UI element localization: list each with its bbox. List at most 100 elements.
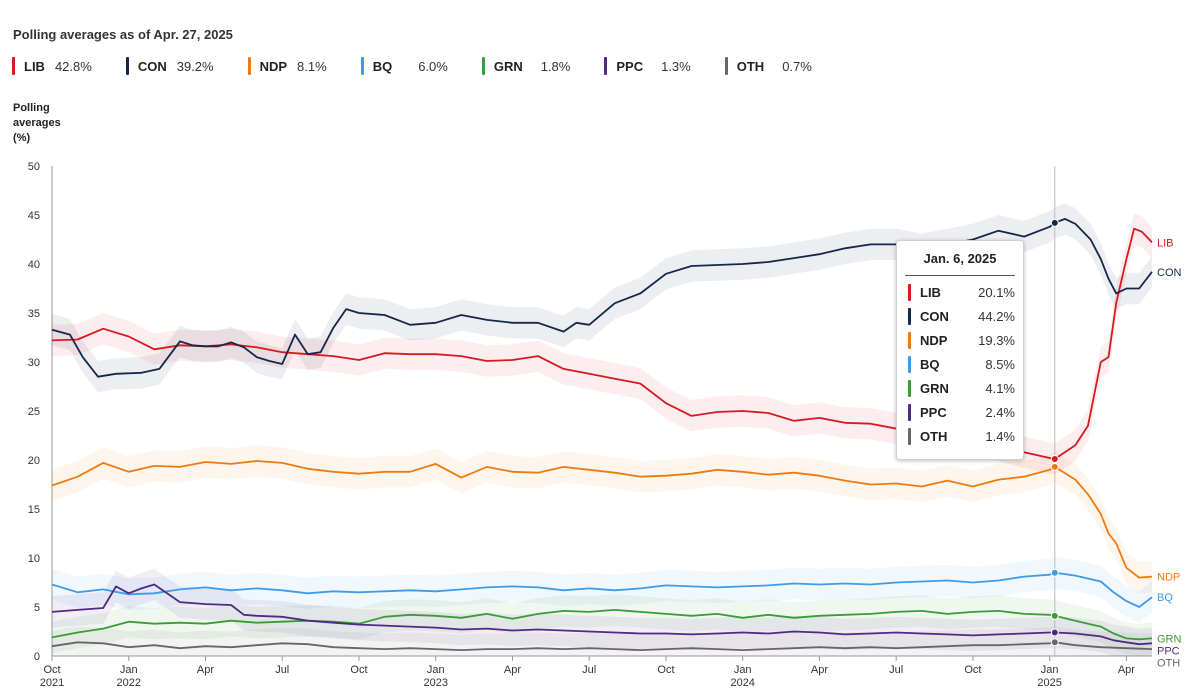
tooltip-row: NDP 19.3% <box>897 328 1023 352</box>
tooltip-row: BQ 8.5% <box>897 352 1023 376</box>
y-tick: 0 <box>34 651 40 663</box>
y-tick-label: 10 <box>28 553 40 565</box>
hover-point-con <box>1050 218 1059 227</box>
tooltip-party: LIB <box>920 284 941 300</box>
tooltip-swatch <box>908 331 911 349</box>
band-ppc <box>52 568 1152 656</box>
y-tick-label: 45 <box>28 210 40 222</box>
end-label-con: CON <box>1157 267 1182 279</box>
x-tick-label: Jul <box>889 664 903 676</box>
legend-item-grn[interactable]: GRN 1.8% <box>481 57 570 75</box>
series-line-oth <box>51 641 1153 651</box>
x-tick-label: Oct <box>964 664 981 676</box>
tooltip-swatch <box>908 427 911 445</box>
band-ndp <box>52 445 1152 594</box>
hover-point-ppc <box>1050 628 1059 637</box>
legend-label: GRN <box>493 58 523 74</box>
tooltip-swatch <box>908 379 911 397</box>
legend-item-ppc[interactable]: PPC 1.3% <box>604 57 691 75</box>
y-tick: 20 <box>28 455 40 467</box>
y-tick-label: 25 <box>28 406 40 418</box>
band-grn <box>52 594 1152 655</box>
hover-point-lib <box>1050 455 1059 464</box>
x-tick-label: Jan <box>1041 664 1059 676</box>
x-tick: Jul <box>582 664 596 676</box>
tooltip-value: 20.1% <box>978 284 1015 300</box>
legend-item-con[interactable]: CON 39.2% <box>125 57 214 75</box>
y-tick-label: 5 <box>34 602 40 614</box>
y-tick: 45 <box>28 210 40 222</box>
tooltip-swatch <box>908 307 911 325</box>
y-tick-label: 35 <box>28 308 40 320</box>
series-line-lib <box>51 227 1153 460</box>
legend-value: 39.2% <box>176 58 214 74</box>
legend-label: LIB <box>24 58 45 74</box>
tooltip-party: BQ <box>920 356 940 372</box>
band-lib <box>52 213 1152 475</box>
y-tick: 10 <box>28 553 40 565</box>
legend-value: 8.1% <box>297 58 327 74</box>
legend-swatch <box>481 57 485 75</box>
tooltip-row: PPC 2.4% <box>897 400 1023 424</box>
legend-swatch <box>247 57 251 75</box>
end-label-bq: BQ <box>1157 592 1173 604</box>
x-tick-label: Oct <box>350 664 367 676</box>
tooltip-swatch <box>908 355 911 373</box>
series-line-con <box>51 218 1153 378</box>
end-label-ndp: NDP <box>1157 572 1180 584</box>
y-tick-label: 0 <box>34 651 40 663</box>
legend-value: 42.8% <box>54 58 92 74</box>
tooltip-row: GRN 4.1% <box>897 376 1023 400</box>
x-tick: Apr <box>504 664 521 676</box>
legend-swatch <box>125 57 129 75</box>
tooltip-party: OTH <box>920 428 948 444</box>
hover-point-ndp <box>1050 462 1059 471</box>
y-tick: 30 <box>28 357 40 369</box>
x-tick: Oct <box>657 664 674 676</box>
x-tick-label: Apr <box>811 664 828 676</box>
x-tick-label: Oct <box>43 664 60 676</box>
band-con <box>52 203 1152 393</box>
tooltip-row: OTH 1.4% <box>897 424 1023 448</box>
legend-value: 0.7% <box>782 58 812 74</box>
legend-item-ndp[interactable]: NDP 8.1% <box>247 57 327 75</box>
y-tick: 25 <box>28 406 40 418</box>
tooltip-row: CON 44.2% <box>897 304 1023 328</box>
legend-item-lib[interactable]: LIB 42.8% <box>12 57 92 75</box>
legend-item-bq[interactable]: BQ 6.0% <box>360 57 448 75</box>
y-tick-label: 15 <box>28 504 40 516</box>
hover-point-bq <box>1050 568 1059 577</box>
x-tick-label: Jul <box>275 664 289 676</box>
x-tick-year: 2024 <box>730 677 754 689</box>
legend-swatch <box>604 57 608 75</box>
legend-swatch <box>724 57 728 75</box>
tooltip-row: LIB 20.1% <box>897 280 1023 304</box>
x-tick-label: Jan <box>120 664 138 676</box>
tooltip-date: Jan. 6, 2025 <box>923 251 997 266</box>
hover-tooltip: Jan. 6, 2025 LIB 20.1% CON 44.2% NDP 19.… <box>896 240 1024 460</box>
tooltip-party: CON <box>920 308 949 324</box>
hover-point-grn <box>1050 611 1059 620</box>
legend: LIB 42.8% CON 39.2% NDP 8.1% BQ 6.0% GRN… <box>12 56 846 76</box>
y-tick: 5 <box>34 602 40 614</box>
x-tick-year: 2023 <box>423 677 447 689</box>
y-tick: 15 <box>28 504 40 516</box>
legend-label: BQ <box>372 58 393 74</box>
legend-label: NDP <box>259 58 288 74</box>
end-label-lib: LIB <box>1157 237 1174 249</box>
y-tick: 40 <box>28 259 40 271</box>
x-tick: Apr <box>197 664 214 676</box>
x-tick: Apr <box>811 664 828 676</box>
y-tick: 50 <box>28 161 40 173</box>
end-label-ppc: PPC <box>1157 645 1180 657</box>
tooltip-value: 8.5% <box>985 356 1015 372</box>
x-tick-year: 2025 <box>1037 677 1061 689</box>
series-line-grn <box>51 609 1153 641</box>
legend-item-oth[interactable]: OTH 0.7% <box>724 57 812 75</box>
tooltip-value: 44.2% <box>978 308 1015 324</box>
x-tick-label: Jul <box>582 664 596 676</box>
